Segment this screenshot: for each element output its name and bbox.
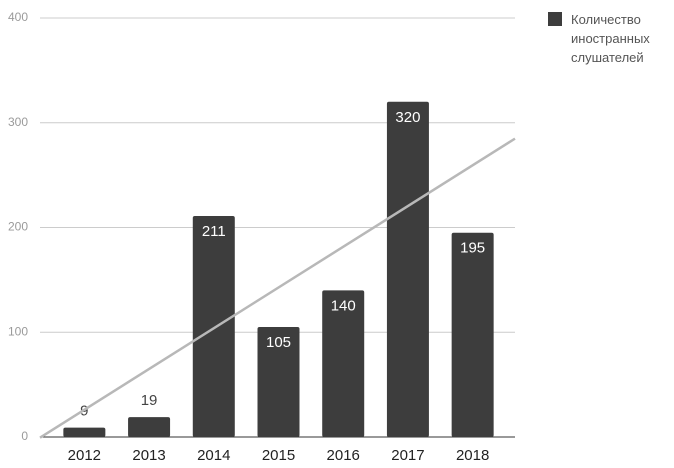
x-tick-label: 2018	[456, 447, 489, 464]
bar	[63, 427, 106, 437]
bar	[128, 417, 171, 437]
y-tick-label: 200	[8, 220, 28, 234]
x-tick-label: 2014	[197, 447, 230, 464]
value-label: 195	[460, 240, 485, 257]
trendline	[39, 137, 516, 439]
bar	[322, 290, 365, 437]
x-tick-label: 2012	[68, 447, 101, 464]
y-tick-label: 300	[8, 115, 28, 129]
value-label: 320	[395, 109, 420, 126]
legend-label: Количество иностранных слушателей	[571, 12, 650, 65]
y-tick-label: 100	[8, 324, 28, 338]
value-label: 211	[202, 223, 226, 240]
x-tick-label: 2017	[391, 447, 424, 464]
x-tick-label: 2013	[132, 447, 165, 464]
bar	[386, 101, 429, 438]
value-label: 140	[331, 297, 356, 314]
x-tick-label: 2015	[262, 447, 295, 464]
bar	[257, 327, 300, 437]
bar	[451, 232, 494, 437]
x-tick-label: 2016	[327, 447, 360, 464]
bar	[192, 215, 235, 437]
y-tick-label: 0	[21, 429, 28, 443]
value-label: 19	[141, 392, 158, 409]
legend-swatch	[548, 12, 562, 26]
value-label: 105	[266, 334, 291, 351]
y-tick-label: 400	[8, 10, 28, 24]
